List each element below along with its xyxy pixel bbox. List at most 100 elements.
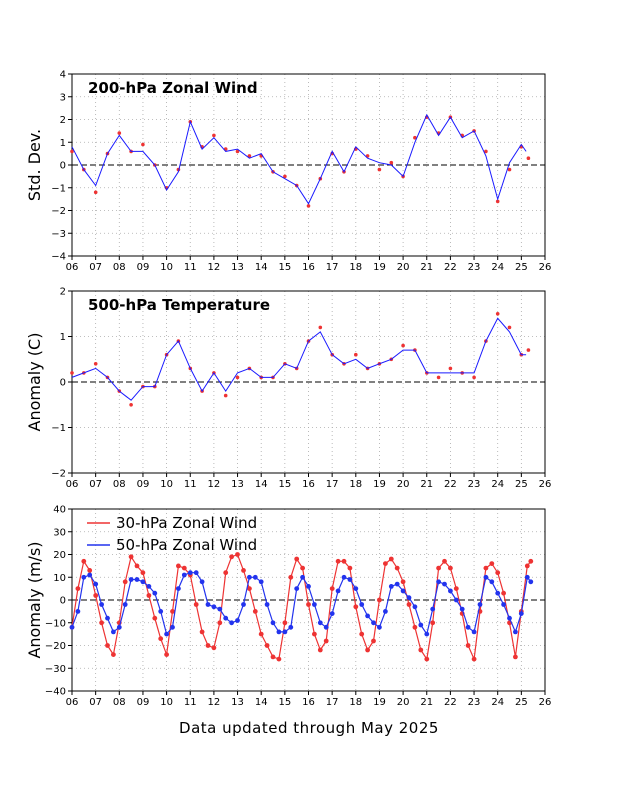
data-point: [471, 656, 477, 662]
data-point: [524, 574, 530, 580]
data-point: [528, 558, 534, 564]
x-tick-label: 16: [302, 479, 315, 490]
data-point: [436, 565, 441, 571]
x-tick-label: 11: [184, 479, 197, 490]
data-point: [276, 656, 282, 662]
data-point: [170, 624, 175, 630]
data-point: [141, 142, 145, 147]
data-point: [312, 631, 317, 637]
x-tick-label: 16: [302, 262, 315, 273]
x-tick-label: 26: [539, 262, 552, 273]
data-point: [229, 554, 235, 560]
data-point: [235, 375, 240, 380]
data-point: [471, 629, 477, 635]
x-tick-label: 23: [468, 697, 481, 708]
data-point: [81, 574, 87, 580]
data-point: [252, 574, 258, 580]
x-tick-label: 08: [113, 262, 126, 273]
data-point: [217, 620, 223, 626]
data-point: [377, 624, 382, 630]
footer-text: Data updated through May 2025: [179, 719, 439, 737]
y-tick-label: −2: [51, 206, 66, 217]
y-tick-label: 2: [60, 115, 66, 126]
x-tick-label: 18: [349, 262, 362, 273]
data-point: [152, 615, 158, 621]
data-point: [489, 561, 495, 566]
data-point: [105, 615, 110, 621]
x-tick-label: 09: [137, 697, 150, 708]
y-tick-label: 1: [60, 138, 66, 149]
x-tick-label: 15: [278, 697, 291, 708]
y-tick-label: −30: [45, 664, 66, 675]
data-point: [164, 631, 170, 637]
data-point: [223, 393, 228, 398]
x-tick-label: 07: [89, 262, 102, 273]
data-point: [388, 584, 394, 589]
y-tick-label: 0: [60, 378, 66, 389]
data-point: [526, 156, 531, 160]
chart-title: 500-hPa Temperature: [88, 296, 270, 314]
data-point: [335, 558, 341, 564]
series-1: [71, 317, 527, 401]
data-point: [317, 647, 323, 653]
x-tick-label: 11: [184, 697, 197, 708]
data-point: [288, 574, 294, 580]
x-tick-label: 08: [113, 479, 126, 490]
data-point: [394, 581, 400, 587]
x-tick-label: 08: [113, 697, 126, 708]
x-tick-label: 22: [444, 479, 457, 490]
series-0: [69, 552, 534, 662]
series-1: [69, 570, 534, 637]
data-point: [383, 609, 388, 614]
data-point: [484, 149, 488, 154]
data-point: [371, 638, 376, 644]
data-point: [354, 352, 358, 357]
data-point: [518, 611, 524, 616]
data-point: [318, 325, 323, 330]
y-tick-label: −40: [45, 687, 66, 698]
x-tick-label: 14: [255, 697, 268, 708]
data-point: [187, 570, 193, 576]
data-point: [300, 565, 305, 571]
y-axis-label: Anomaly (m/s): [25, 541, 44, 658]
x-tick-label: 18: [349, 697, 362, 708]
data-point: [93, 190, 98, 195]
data-point: [353, 604, 359, 610]
x-tick-label: 17: [326, 697, 339, 708]
data-point: [501, 602, 506, 607]
data-point: [442, 558, 447, 564]
x-tick-label: 20: [397, 262, 410, 273]
data-point: [323, 638, 329, 644]
legend-label: 50-hPa Zonal Wind: [116, 536, 257, 554]
data-point: [211, 604, 217, 610]
data-point: [465, 624, 471, 630]
x-tick-label: 10: [160, 262, 173, 273]
x-tick-label: 26: [539, 479, 552, 490]
data-point: [199, 629, 205, 635]
data-point: [81, 558, 87, 564]
data-point: [495, 590, 501, 596]
data-point: [526, 348, 531, 352]
x-tick-label: 15: [278, 479, 291, 490]
data-point: [158, 609, 164, 614]
series-1: [71, 113, 527, 205]
x-tick-label: 26: [539, 697, 552, 708]
y-tick-label: 2: [60, 287, 66, 298]
y-axis-label: Std. Dev.: [25, 129, 44, 201]
data-point: [453, 597, 459, 603]
data-point: [181, 572, 187, 578]
data-point: [300, 574, 305, 580]
data-point: [146, 584, 152, 589]
data-point: [418, 647, 424, 653]
data-point: [75, 586, 81, 591]
data-point: [424, 656, 430, 662]
data-point: [524, 563, 530, 569]
data-point: [247, 586, 252, 591]
data-point: [276, 629, 282, 635]
data-point: [507, 615, 512, 621]
data-point: [122, 602, 128, 607]
data-point: [205, 643, 211, 648]
data-point: [507, 167, 512, 172]
x-tick-label: 06: [66, 479, 79, 490]
data-point: [312, 602, 317, 607]
